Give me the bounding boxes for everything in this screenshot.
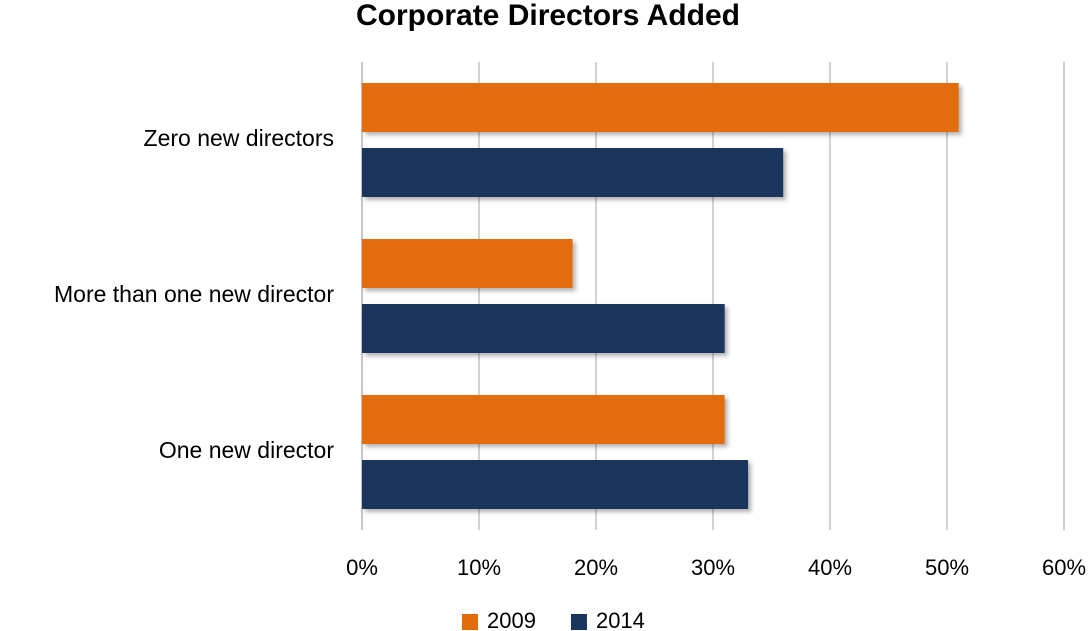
y-tick-label: More than one new director xyxy=(54,281,334,307)
x-tick-label: 40% xyxy=(808,555,852,580)
x-tick-label: 10% xyxy=(457,555,501,580)
x-tick-label: 30% xyxy=(691,555,735,580)
legend-swatch xyxy=(570,614,587,630)
x-tick-label: 20% xyxy=(574,555,618,580)
bar xyxy=(362,239,573,288)
bar xyxy=(362,83,959,132)
y-tick-label: One new director xyxy=(159,437,334,463)
bar xyxy=(362,395,725,444)
legend-swatch xyxy=(462,614,478,630)
y-tick-label: Zero new directors xyxy=(144,125,334,151)
x-tick-label: 60% xyxy=(1042,555,1086,580)
bar xyxy=(362,460,749,509)
bar xyxy=(362,304,725,353)
x-tick-label: 50% xyxy=(925,555,969,580)
legend-label: 2014 xyxy=(596,608,645,631)
legend-label: 2009 xyxy=(487,608,536,631)
bar xyxy=(362,148,784,197)
x-tick-label: 0% xyxy=(346,555,378,580)
chart-title: Corporate Directors Added xyxy=(356,0,740,32)
